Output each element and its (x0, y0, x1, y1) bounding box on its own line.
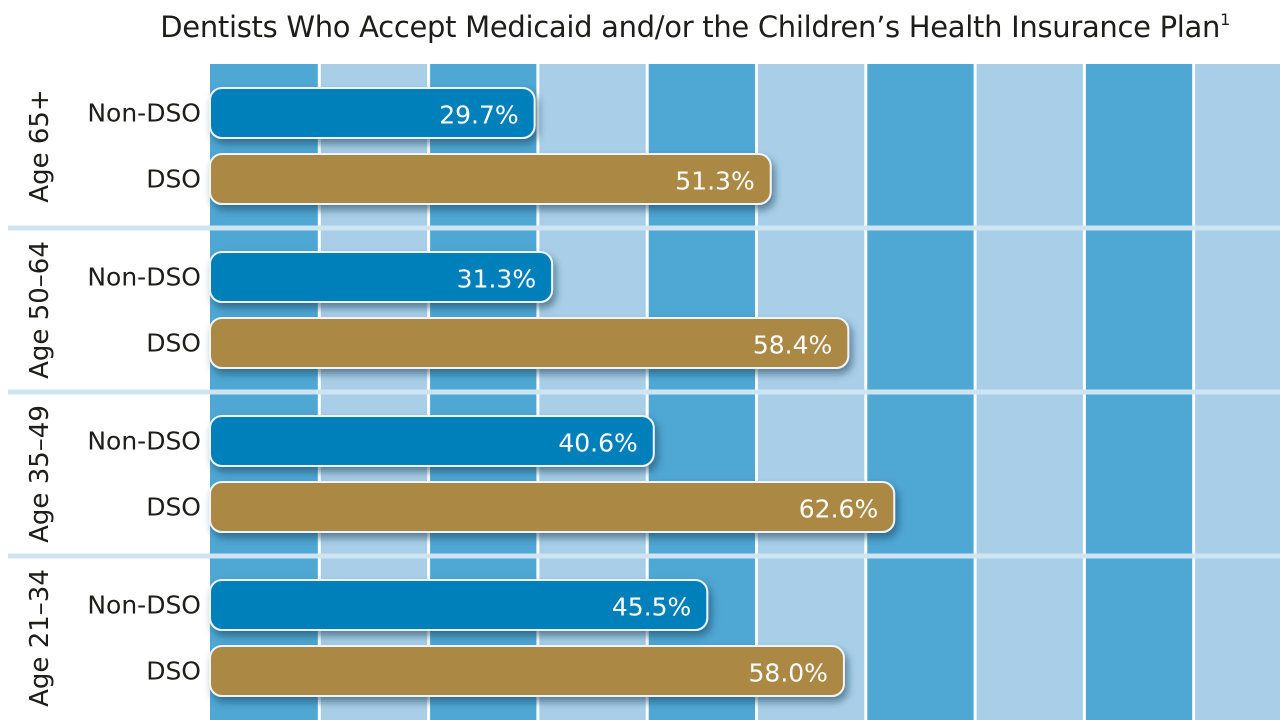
bar-non-dso (209, 415, 655, 467)
series-label: Non-DSO (87, 427, 201, 456)
bar-non-dso (209, 251, 554, 303)
series-label: DSO (146, 493, 201, 522)
category-label: Age 50–64 (25, 241, 55, 379)
value-label: 31.3% (457, 265, 536, 294)
bar-non-dso (209, 579, 709, 631)
bar-dso (209, 645, 845, 697)
series-label: Non-DSO (87, 99, 201, 128)
bar-dso (209, 317, 850, 369)
series-label: DSO (146, 657, 201, 686)
category-labels: Age 65+ Non-DSO DSO Age 50–64 Non-DSO DSO Age … (25, 89, 201, 707)
category-label: Age 65+ (25, 89, 55, 202)
bar-dso (209, 481, 896, 533)
value-label: 51.3% (675, 167, 754, 196)
chart-title-text: Dentists Who Accept Medicaid and/or the … (160, 10, 1221, 44)
category-label: Age 35–49 (25, 405, 55, 543)
value-label: 58.0% (749, 659, 828, 688)
value-label: 62.6% (799, 495, 878, 524)
value-label: 40.6% (558, 429, 637, 458)
bar-non-dso (209, 87, 536, 139)
category-label: Age 21–34 (25, 569, 55, 707)
chart-title: Dentists Who Accept Medicaid and/or the … (0, 10, 1280, 44)
value-label: 45.5% (612, 593, 691, 622)
series-label: Non-DSO (87, 263, 201, 292)
series-label: Non-DSO (87, 591, 201, 620)
series-label: DSO (146, 329, 201, 358)
value-label: 58.4% (753, 331, 832, 360)
bar-dso (209, 153, 772, 205)
value-label: 29.7% (439, 101, 518, 130)
bars: 29.7% 51.3% 31.3% 58.4% 40.6% 62.6% 45.5% 58.0% (209, 87, 896, 697)
series-label: DSO (146, 165, 201, 194)
title-footnote: 1 (1220, 10, 1230, 29)
